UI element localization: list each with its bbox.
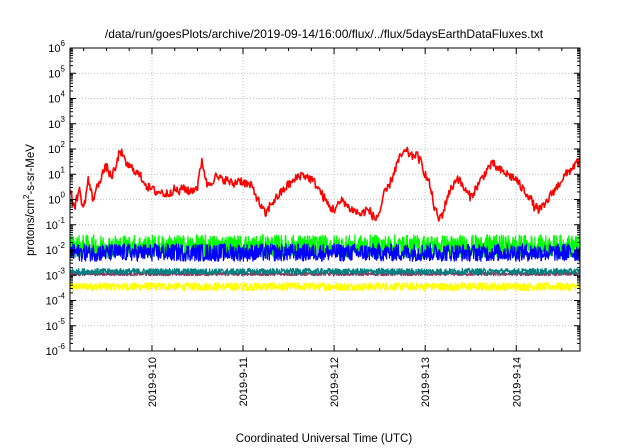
- chart-title: /data/run/goesPlots/archive/2019-09-14/1…: [105, 27, 544, 41]
- y-tick-label: 10-1: [46, 216, 66, 232]
- y-tick-label: 103: [48, 115, 65, 131]
- series-line-2: [69, 243, 581, 262]
- y-tick-label: 102: [48, 140, 65, 156]
- x-tick-label: 2019-9-14: [511, 357, 523, 407]
- y-tick-label: 106: [48, 39, 65, 55]
- x-tick-label: 2019-9-13: [420, 357, 432, 407]
- series-line-3: [69, 267, 581, 276]
- x-tick-label: 2019-9-12: [329, 357, 341, 407]
- y-tick-label: 10-6: [46, 342, 66, 358]
- y-axis-label: protons/cm2-s-sr-MeV: [22, 144, 37, 256]
- y-tick-label: 10-3: [46, 266, 66, 282]
- x-tick-label: 2019-9-10: [147, 357, 159, 407]
- series-line-0: [69, 146, 581, 222]
- y-tick-label: 10-4: [46, 292, 66, 308]
- y-tick-label: 100: [48, 191, 65, 207]
- series-layer: [69, 146, 581, 292]
- series-line-5: [69, 282, 581, 292]
- x-axis: 2019-9-10 2019-9-11 2019-9-12 2019-9-13 2019…: [83, 48, 563, 407]
- y-axis: 10-6 10-5 10-4 10-3 10-2 10-1 100 101 102 103 104 1…: [46, 39, 580, 358]
- series-line-1: [69, 234, 581, 259]
- y-tick-label: 104: [48, 90, 65, 106]
- x-axis-label: Coordinated Universal Time (UTC): [236, 433, 413, 445]
- y-tick-label: 10-2: [46, 241, 66, 257]
- y-tick-label: 105: [48, 64, 65, 80]
- y-tick-label: 101: [48, 165, 65, 181]
- y-tick-label: 10-5: [46, 317, 66, 333]
- x-tick-label: 2019-9-11: [238, 357, 250, 406]
